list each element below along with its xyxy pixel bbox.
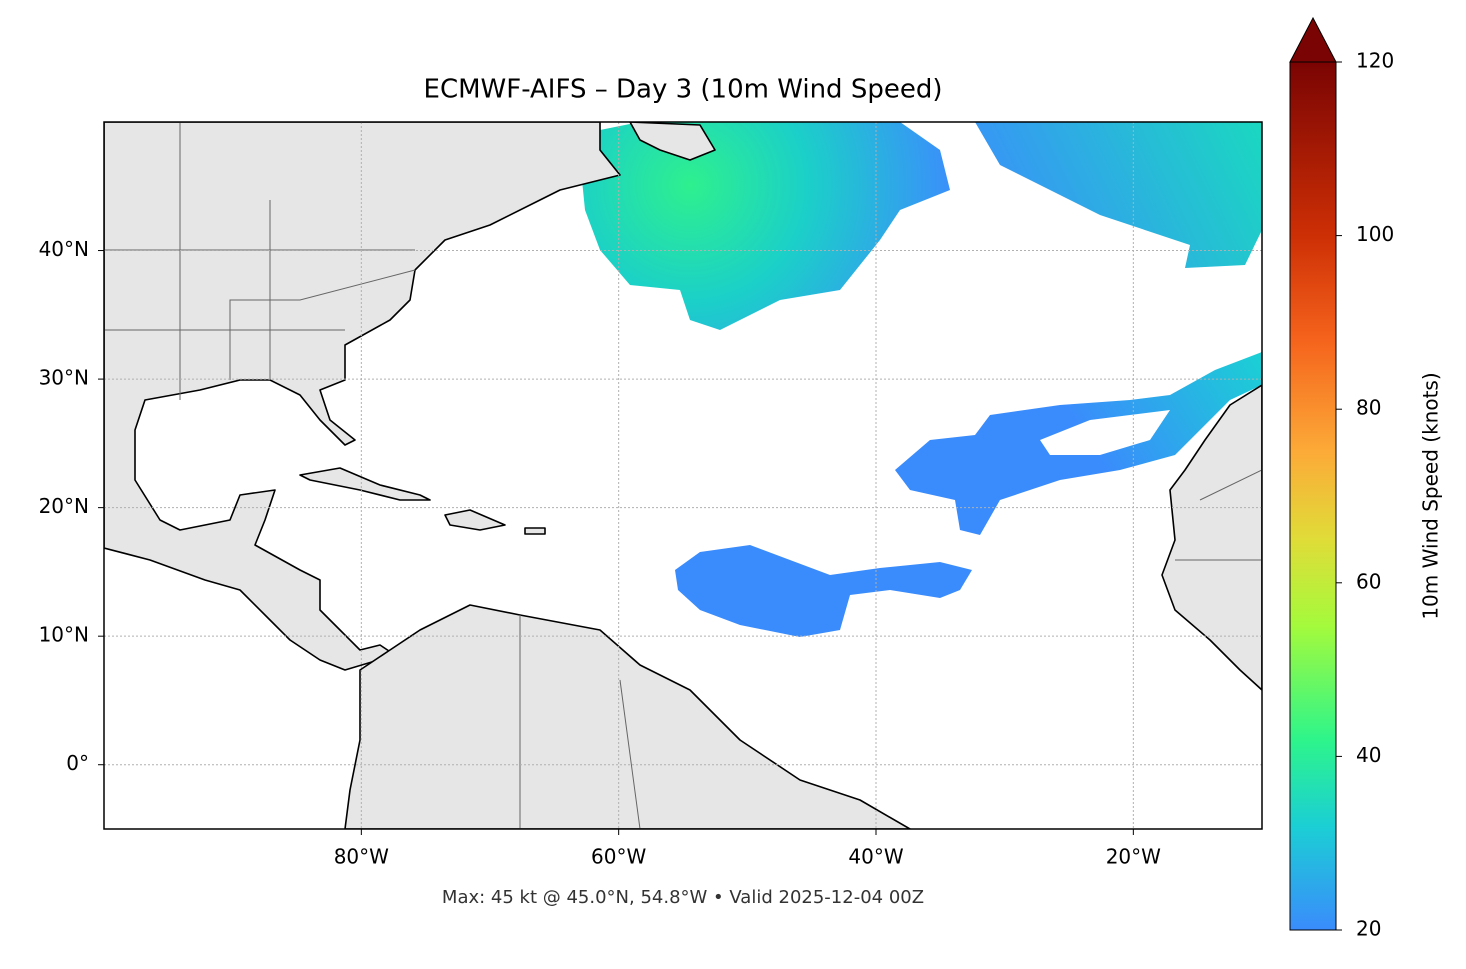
x-tick-label: 80°W [334, 845, 389, 869]
colorbar-tick-label: 20 [1356, 917, 1381, 941]
y-tick-label: 10°N [39, 623, 89, 647]
gridlines [104, 122, 1262, 829]
colorbar-tick-label: 40 [1356, 743, 1381, 767]
colorbar-scale [1289, 61, 1337, 931]
colorbar-tick-label: 80 [1356, 396, 1381, 420]
colorbar-tick-label: 120 [1356, 49, 1394, 73]
colorbar-extend [1289, 16, 1337, 63]
map-area [104, 122, 1262, 829]
colorbar-tick-label: 60 [1356, 569, 1381, 593]
y-tick-label: 40°N [39, 237, 89, 261]
map-title: ECMWF-AIFS – Day 3 (10m Wind Speed) [424, 75, 943, 105]
map-frame [103, 121, 1263, 830]
y-tick-label: 0° [66, 751, 89, 775]
colorbar-tick-label: 100 [1356, 222, 1394, 246]
x-tick-label: 60°W [591, 845, 646, 869]
x-tick-label: 20°W [1106, 845, 1161, 869]
y-tick-label: 20°N [39, 494, 89, 518]
colorbar-label: 10m Wind Speed (knots) [1419, 372, 1443, 619]
colorbar: 20 40 60 80 100 120 10m Wind Speed (knots) [1289, 16, 1443, 941]
wind-field [220, 122, 1262, 637]
footnote: Max: 45 kt @ 45.0°N, 54.8°W • Valid 2025… [442, 887, 924, 908]
y-tick-label: 30°N [39, 366, 89, 390]
x-tick-label: 40°W [848, 845, 903, 869]
land [104, 122, 1262, 829]
